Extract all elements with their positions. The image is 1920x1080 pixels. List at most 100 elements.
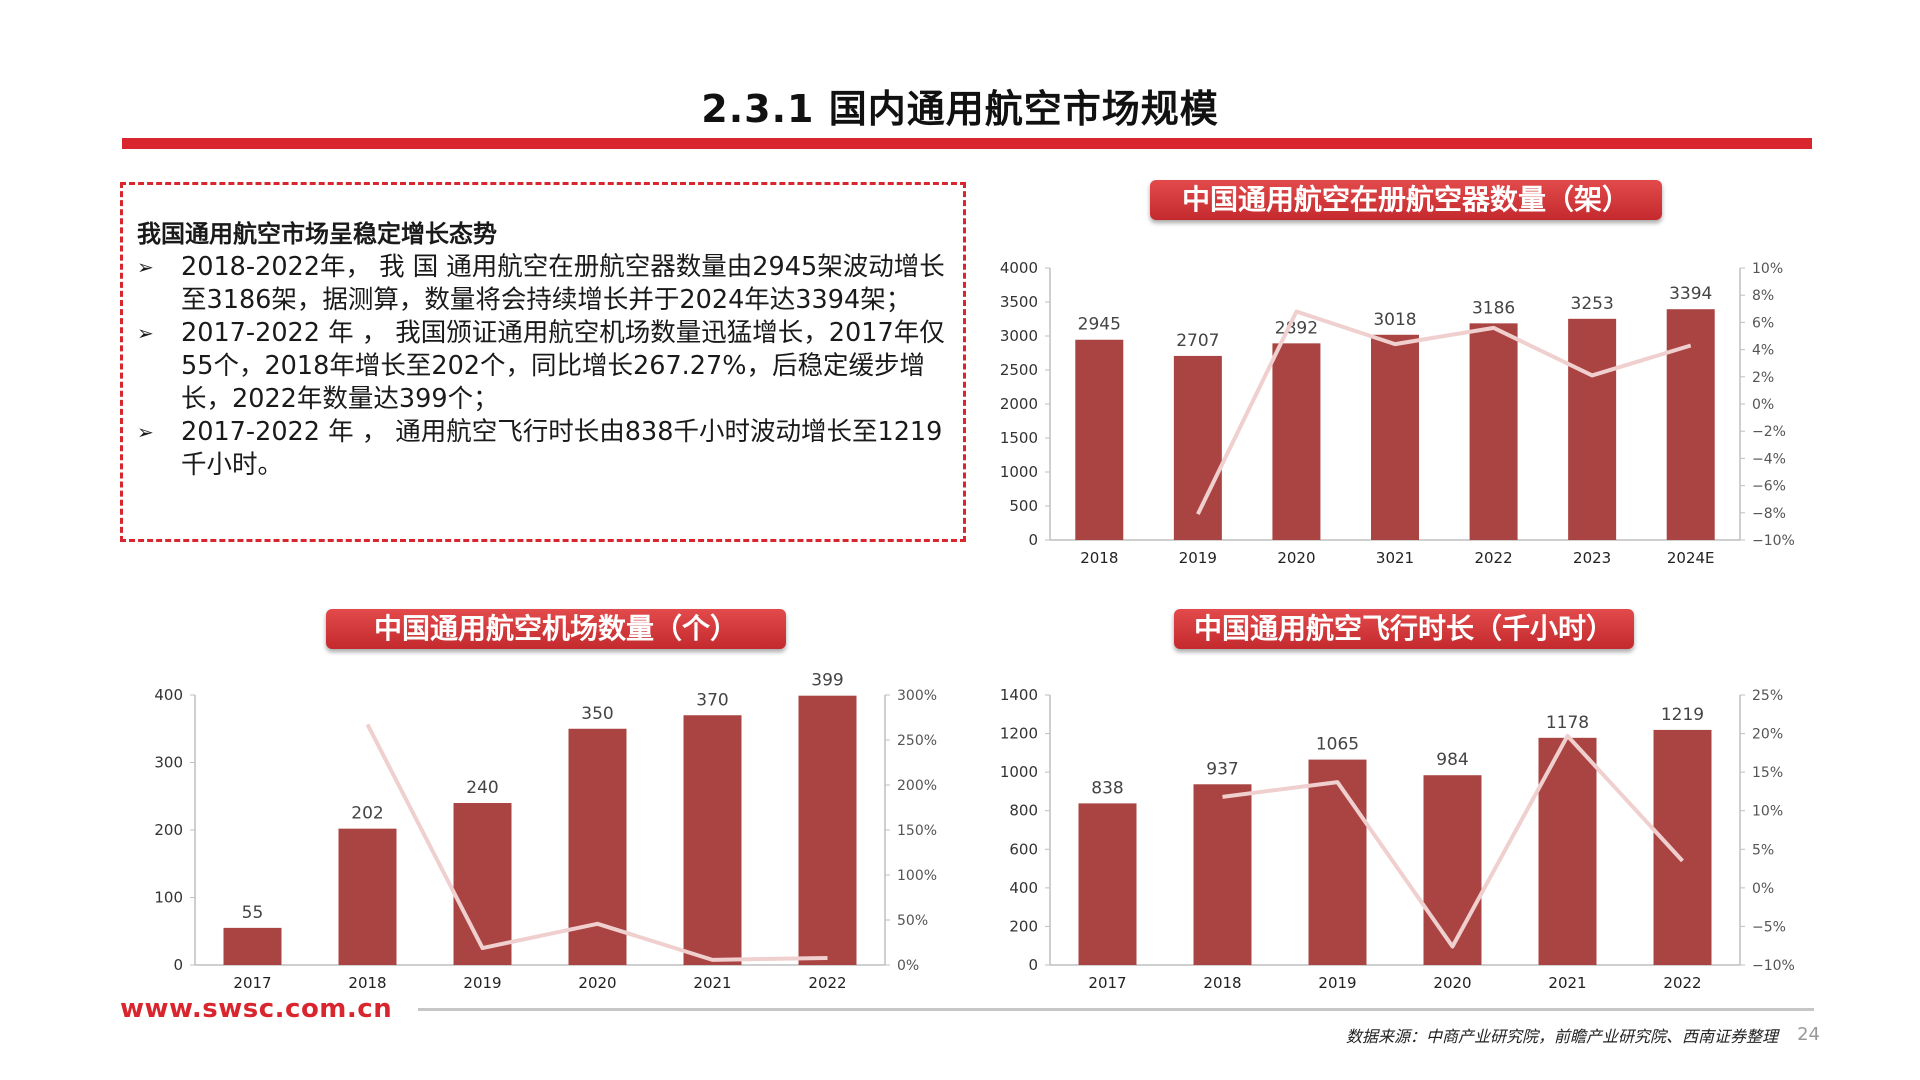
x-tick-label: 2022 xyxy=(1663,974,1701,992)
bar xyxy=(1272,343,1321,540)
y2-tick-label: 10% xyxy=(1752,804,1783,820)
y2-tick-label: 200% xyxy=(897,778,937,794)
y-tick-label: 2000 xyxy=(1000,395,1038,413)
y2-tick-label: 0% xyxy=(1752,397,1774,413)
bar-value-label: 202 xyxy=(351,804,383,824)
bar xyxy=(1653,729,1712,965)
y2-tick-label: 0% xyxy=(897,958,919,974)
y2-tick-label: 10% xyxy=(1752,261,1783,277)
y-tick-label: 1500 xyxy=(1000,429,1038,447)
y2-tick-label: 300% xyxy=(897,688,937,704)
aircraft-chart-svg: 0 500 1000 1500 2000 2500 3000 3500 4000 −10% −8% −… xyxy=(1000,259,1795,567)
footer-website: www.swsc.com.cn xyxy=(120,994,393,1024)
page-number: 24 xyxy=(1797,1024,1820,1045)
y2-tick-label: −6% xyxy=(1752,479,1786,495)
summary-textbox: 我国通用航空市场呈稳定增长态势 ➢ 2018-2022年， 我 国 通用航空在册… xyxy=(120,182,966,542)
x-tick-label: 2018 xyxy=(348,974,386,992)
y2-tick-label: 6% xyxy=(1752,315,1774,331)
flight-hours-chart-svg: 0 200 400 600 800 1000 1200 1400 −10% −5% 0% 5% 10% 1… xyxy=(1000,686,1795,992)
bar-value-label: 399 xyxy=(811,671,843,691)
y2-tick-label: 20% xyxy=(1752,727,1783,743)
arrow-bullet-icon: ➢ xyxy=(137,321,154,345)
arrow-bullet-icon: ➢ xyxy=(137,255,154,279)
y-tick-label: 1000 xyxy=(1000,463,1038,481)
y-tick-label: 0 xyxy=(1028,956,1038,974)
x-tick-label: 2022 xyxy=(1474,549,1512,567)
bar-value-label: 2945 xyxy=(1078,315,1121,335)
y-tick-label: 600 xyxy=(1009,840,1038,858)
y-tick-label: 100 xyxy=(154,889,183,907)
y2-tick-label: 150% xyxy=(897,823,937,839)
x-tick-label: 2020 xyxy=(1433,974,1471,992)
summary-bullet: ➢ 2018-2022年， 我 国 通用航空在册航空器数量由2945架波动增长至… xyxy=(137,251,951,317)
y-tick-label: 400 xyxy=(154,686,183,704)
bar xyxy=(1193,784,1252,965)
bar xyxy=(1423,775,1482,965)
airport-chart-svg: 0 100 200 300 400 0% 50% 100% 150% 200% 250% 300% 55… xyxy=(154,671,937,992)
bar-value-label: 2707 xyxy=(1176,331,1219,351)
bar-value-label: 370 xyxy=(696,690,728,710)
bar-value-label: 1065 xyxy=(1316,735,1359,755)
summary-bullet-text: 2017-2022 年 ， 通用航空飞行时长由838千小时波动增长至1219千小… xyxy=(181,417,943,480)
x-tick-label: 2018 xyxy=(1080,549,1118,567)
bar xyxy=(1078,803,1137,965)
y2-tick-label: 50% xyxy=(897,913,928,929)
bar xyxy=(1469,323,1518,540)
y2-tick-label: 0% xyxy=(1752,881,1774,897)
bar xyxy=(683,715,742,965)
y-tick-label: 1000 xyxy=(1000,763,1038,781)
bar-value-label: 3253 xyxy=(1571,294,1614,314)
y-tick-label: 3500 xyxy=(1000,293,1038,311)
bar-value-label: 838 xyxy=(1091,778,1123,798)
y2-tick-label: −8% xyxy=(1752,506,1786,522)
y2-tick-label: 2% xyxy=(1752,370,1774,386)
y2-tick-label: 5% xyxy=(1752,842,1774,858)
y-tick-label: 1200 xyxy=(1000,725,1038,743)
y-tick-label: 0 xyxy=(1028,531,1038,549)
x-tick-label: 3021 xyxy=(1376,549,1414,567)
airport-chart-title: 中国通用航空机场数量（个） xyxy=(326,609,786,649)
bar xyxy=(1173,355,1222,540)
flight-hours-chart-title: 中国通用航空飞行时长（千小时） xyxy=(1174,609,1634,649)
bar xyxy=(1568,318,1617,540)
footer-divider xyxy=(418,1008,1814,1011)
y2-tick-label: 250% xyxy=(897,733,937,749)
bar xyxy=(1075,339,1124,540)
bar-value-label: 3186 xyxy=(1472,298,1515,318)
bar xyxy=(453,803,512,965)
flight-hours-chart: 0 200 400 600 800 1000 1200 1400 −10% −5% 0% 5% 10% 1… xyxy=(980,680,1830,1010)
y2-tick-label: −4% xyxy=(1752,451,1786,467)
y2-tick-label: 8% xyxy=(1752,288,1774,304)
x-tick-label: 2021 xyxy=(1548,974,1586,992)
y-tick-label: 2500 xyxy=(1000,361,1038,379)
y2-tick-label: 15% xyxy=(1752,765,1783,781)
bar-value-label: 984 xyxy=(1436,750,1468,770)
bar-value-label: 1178 xyxy=(1546,713,1589,733)
y-tick-label: 0 xyxy=(173,956,183,974)
y-tick-label: 800 xyxy=(1009,802,1038,820)
y2-tick-label: 100% xyxy=(897,868,937,884)
x-tick-label: 2023 xyxy=(1573,549,1611,567)
x-tick-label: 2018 xyxy=(1203,974,1241,992)
y2-tick-label: 25% xyxy=(1752,688,1783,704)
bar xyxy=(1538,737,1597,965)
x-tick-label: 2021 xyxy=(693,974,731,992)
x-tick-label: 2019 xyxy=(1179,549,1217,567)
bar-value-label: 3018 xyxy=(1373,310,1416,330)
summary-bullet-text: 2017-2022 年 ， 我国颁证通用航空机场数量迅猛增长，2017年仅55个… xyxy=(181,318,945,414)
y-tick-label: 200 xyxy=(154,821,183,839)
x-tick-label: 2017 xyxy=(233,974,271,992)
x-tick-label: 2022 xyxy=(808,974,846,992)
y2-tick-label: −5% xyxy=(1752,919,1786,935)
summary-bullet: ➢ 2017-2022 年 ， 我国颁证通用航空机场数量迅猛增长，2017年仅5… xyxy=(137,317,951,416)
title-divider xyxy=(122,138,1812,149)
summary-bullet: ➢ 2017-2022 年 ， 通用航空飞行时长由838千小时波动增长至1219… xyxy=(137,416,951,482)
y-tick-label: 1400 xyxy=(1000,686,1038,704)
y2-tick-label: −2% xyxy=(1752,424,1786,440)
y2-tick-label: 4% xyxy=(1752,343,1774,359)
y-tick-label: 500 xyxy=(1009,497,1038,515)
x-tick-label: 2019 xyxy=(463,974,501,992)
y-tick-label: 4000 xyxy=(1000,259,1038,277)
bar xyxy=(1666,309,1715,540)
aircraft-chart-title: 中国通用航空在册航空器数量（架） xyxy=(1150,180,1662,220)
